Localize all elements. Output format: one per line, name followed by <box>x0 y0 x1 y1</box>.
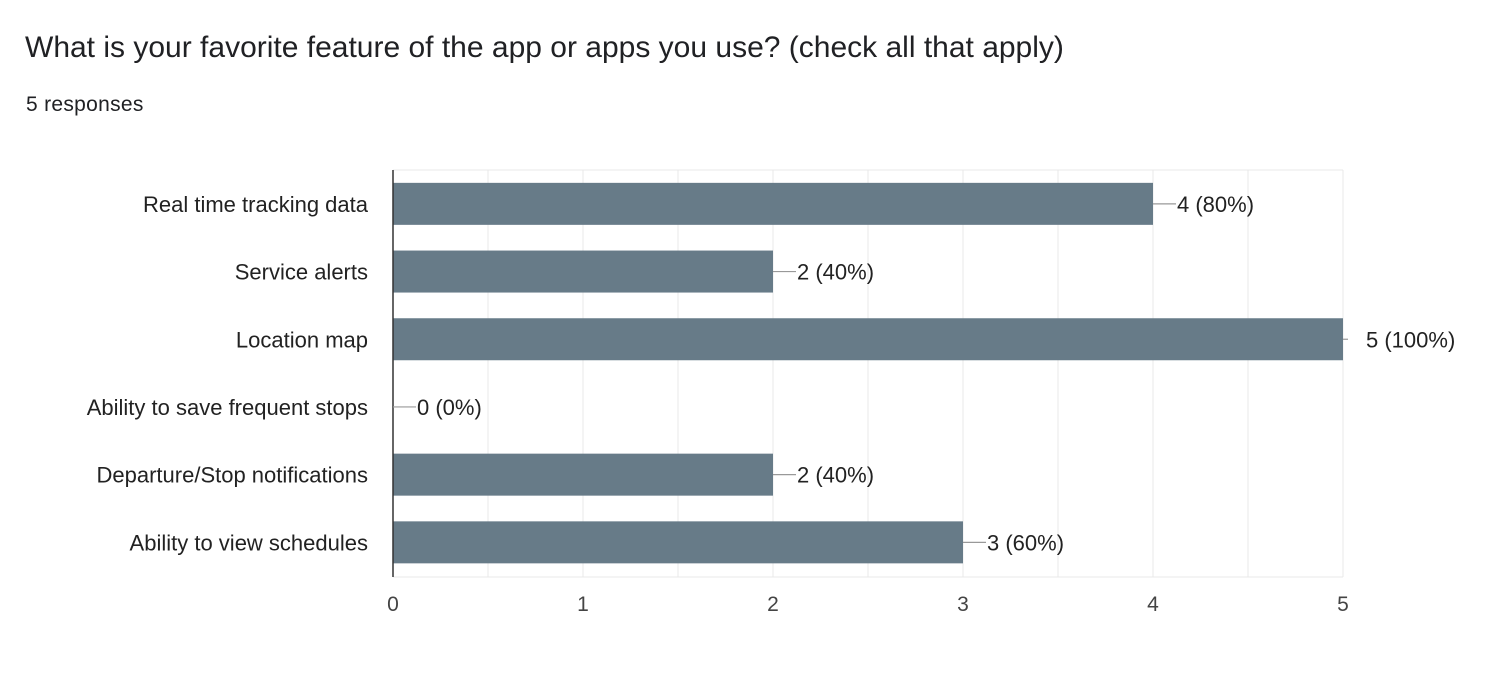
data-label: 2 (40%) <box>797 260 874 285</box>
bar[interactable] <box>393 521 963 564</box>
data-label: 5 (100%) <box>1366 327 1455 352</box>
x-tick-label: 4 <box>1147 593 1159 616</box>
x-tick-label: 2 <box>767 593 779 616</box>
response-count: 5 responses <box>26 93 144 116</box>
x-tick-label: 5 <box>1337 593 1349 616</box>
bar[interactable] <box>393 318 1343 361</box>
bar[interactable] <box>393 453 773 496</box>
grid-lines <box>392 169 1344 578</box>
data-label: 4 (80%) <box>1177 192 1254 217</box>
data-label: 3 (60%) <box>987 530 1064 555</box>
data-label: 0 (0%) <box>417 395 482 420</box>
category-label: Departure/Stop notifications <box>97 463 369 488</box>
bar[interactable] <box>393 250 773 293</box>
axes: 0 1 2 3 4 5 <box>387 170 1349 616</box>
data-label: 2 (40%) <box>797 463 874 488</box>
category-label: Real time tracking data <box>143 192 369 217</box>
x-tick-label: 0 <box>387 593 399 616</box>
question-title: What is your favorite feature of the app… <box>25 31 1064 64</box>
x-tick-label: 3 <box>957 593 969 616</box>
bar[interactable] <box>393 182 1153 225</box>
category-label: Service alerts <box>235 260 368 285</box>
bars <box>393 182 1343 564</box>
labels: Real time tracking data 4 (80%) Service al… <box>87 192 1456 555</box>
category-label: Ability to save frequent stops <box>87 395 368 420</box>
x-tick-label: 1 <box>577 593 589 616</box>
category-label: Ability to view schedules <box>130 530 368 555</box>
category-label: Location map <box>236 327 368 352</box>
